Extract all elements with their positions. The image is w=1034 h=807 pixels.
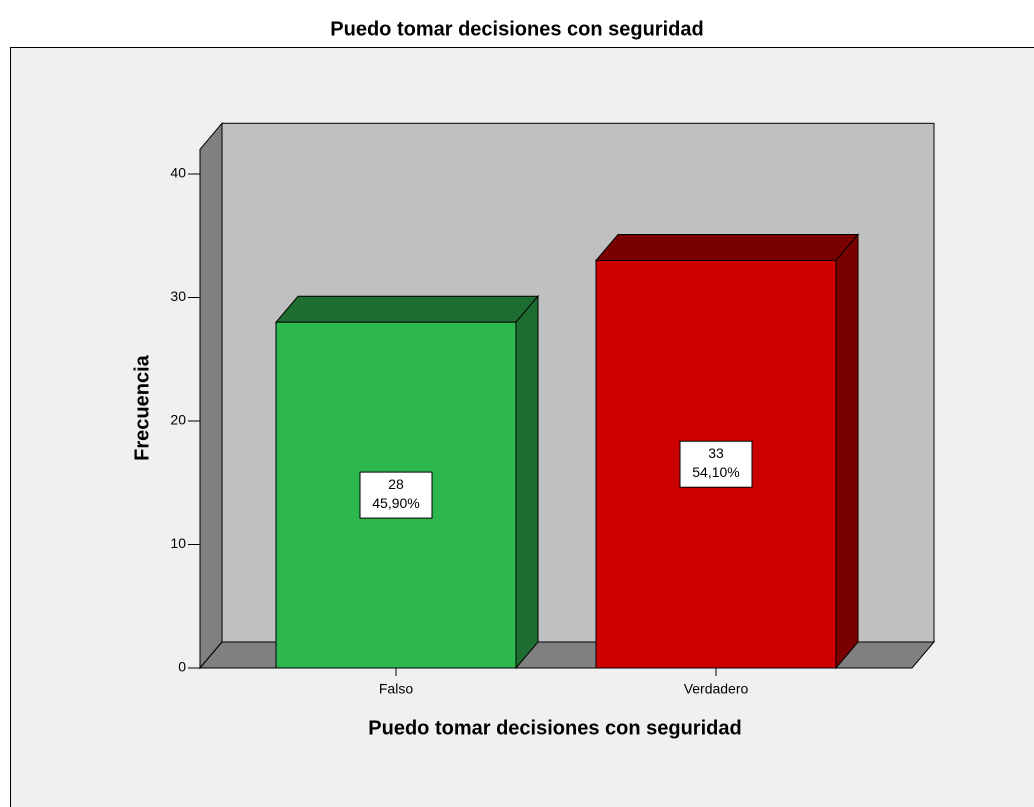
y-tick-label: 0: [178, 659, 186, 675]
data-label-percent: 45,90%: [372, 495, 419, 511]
chart-title: Puedo tomar decisiones con seguridad: [330, 18, 703, 40]
x-axis-label: Puedo tomar decisiones con seguridad: [368, 717, 741, 739]
left-wall: [199, 121, 223, 670]
data-label-box: [679, 440, 753, 488]
data-label-percent: 54,10%: [692, 464, 739, 480]
bar-side: [835, 233, 859, 670]
bar-top: [594, 233, 860, 261]
y-tick-label: 40: [170, 165, 186, 181]
x-tick-label: Verdadero: [684, 681, 749, 697]
bar-top: [274, 295, 540, 323]
data-label-box: [359, 471, 433, 519]
y-tick-label: 20: [170, 412, 186, 428]
y-tick-label: 10: [170, 535, 186, 551]
y-axis-label: Frecuencia: [131, 354, 153, 460]
data-label-count: 28: [388, 476, 404, 492]
x-tick-label: Falso: [379, 681, 413, 697]
bar-side: [515, 294, 539, 670]
y-tick-label: 30: [170, 288, 186, 304]
data-label-count: 33: [708, 445, 724, 461]
